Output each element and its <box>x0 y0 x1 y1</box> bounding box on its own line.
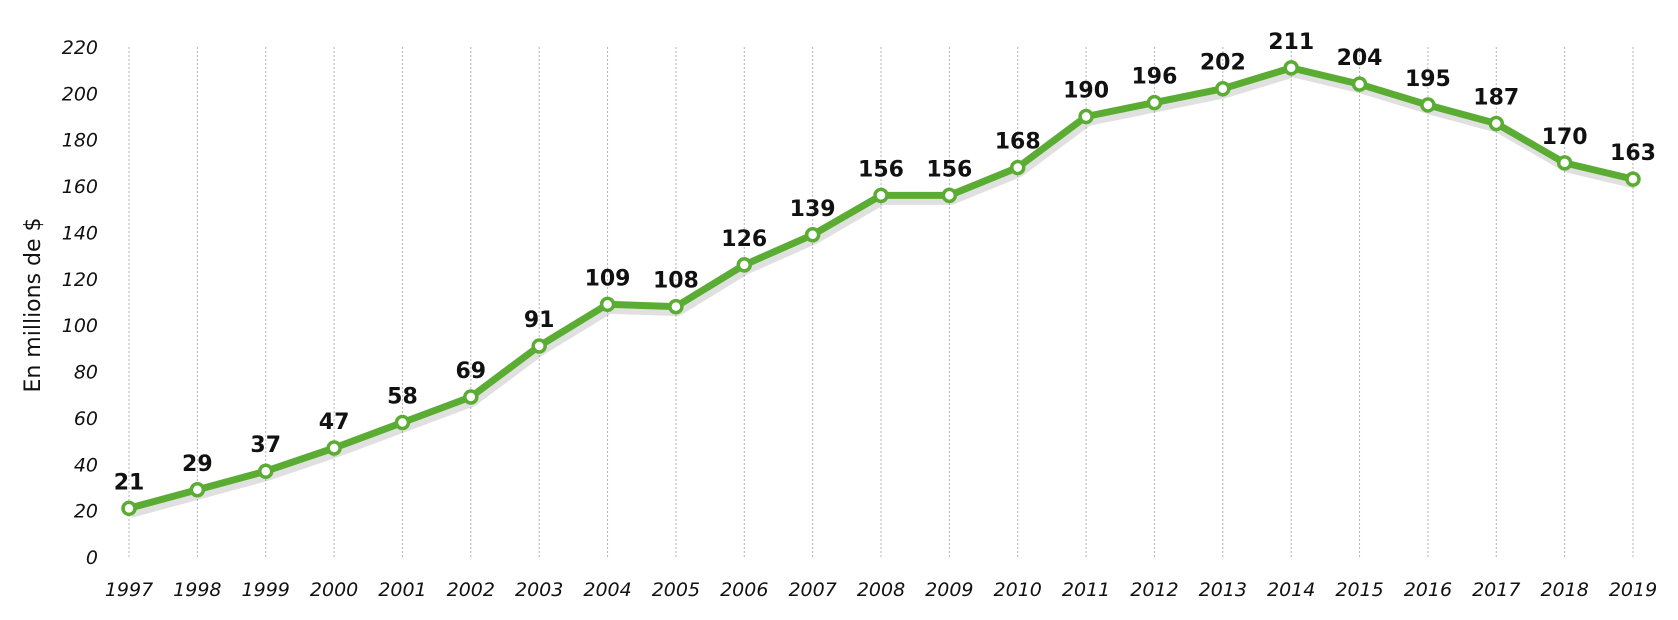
data-point <box>736 257 753 273</box>
data-label: 204 <box>1337 46 1383 71</box>
data-label: 29 <box>182 452 213 477</box>
x-tick-label: 2017 <box>1472 579 1520 601</box>
data-label: 156 <box>926 157 972 182</box>
series-line-group <box>125 64 1637 518</box>
data-point <box>463 389 479 405</box>
vertical-gridlines <box>128 47 1634 557</box>
data-label: 187 <box>1473 86 1519 111</box>
data-label: 156 <box>858 157 904 182</box>
data-point <box>531 338 547 354</box>
x-tick-label: 2016 <box>1404 579 1452 601</box>
data-point <box>1283 60 1299 76</box>
x-tick-label: 2008 <box>857 579 905 601</box>
data-point <box>1488 115 1505 132</box>
y-tick-label: 20 <box>74 501 98 523</box>
data-label: 139 <box>790 197 836 222</box>
data-label: 109 <box>585 266 631 291</box>
data-point <box>121 500 137 517</box>
data-point <box>1215 80 1231 97</box>
data-point <box>394 414 411 431</box>
data-label: 21 <box>114 470 145 495</box>
data-point <box>326 440 342 456</box>
data-label: 58 <box>387 385 418 410</box>
x-tick-label: 2006 <box>720 579 768 601</box>
y-tick-label: 160 <box>62 176 98 198</box>
y-tick-label: 60 <box>74 408 98 430</box>
data-point <box>941 187 958 204</box>
data-labels: 21 29 37 47 58 69 91 109 108 126 139 156 156 168 190 19… <box>114 30 1656 495</box>
y-axis-ticks: 0 20 40 60 80 100 120 140 160 180 200 220 <box>62 37 98 569</box>
x-tick-label: 2009 <box>925 579 973 601</box>
data-label: 211 <box>1268 30 1314 55</box>
y-tick-label: 0 <box>86 547 98 569</box>
x-tick-label: 2003 <box>515 579 563 601</box>
data-label: 196 <box>1131 65 1177 90</box>
data-label: 69 <box>456 359 487 384</box>
x-tick-label: 2019 <box>1609 579 1657 601</box>
data-point <box>1009 159 1026 176</box>
x-tick-label: 2002 <box>447 579 495 601</box>
series-line-shadow <box>129 68 1637 518</box>
data-points <box>121 60 1641 517</box>
data-point <box>599 296 616 313</box>
data-label: 108 <box>653 269 699 294</box>
data-point <box>1556 155 1573 171</box>
data-point <box>1625 171 1641 187</box>
x-tick-label: 1997 <box>105 579 153 601</box>
y-tick-label: 200 <box>62 83 98 105</box>
data-label: 163 <box>1610 141 1656 166</box>
data-point <box>1351 76 1368 92</box>
y-axis-label: En millions de $ <box>21 217 46 392</box>
x-tick-label: 2000 <box>310 579 358 601</box>
y-tick-label: 100 <box>62 315 98 337</box>
y-tick-label: 40 <box>74 454 98 476</box>
x-tick-label: 2004 <box>583 579 631 601</box>
y-tick-label: 220 <box>62 37 98 59</box>
y-tick-label: 180 <box>62 130 98 152</box>
data-label: 202 <box>1200 51 1246 76</box>
x-tick-label: 2007 <box>788 579 836 601</box>
data-label: 190 <box>1063 79 1109 104</box>
data-point <box>804 227 821 243</box>
data-label: 170 <box>1542 125 1588 150</box>
data-point <box>257 463 274 479</box>
y-tick-label: 80 <box>74 362 98 384</box>
x-tick-label: 2011 <box>1062 579 1110 601</box>
data-point <box>873 187 889 204</box>
data-label: 195 <box>1405 67 1451 92</box>
x-tick-label: 2015 <box>1335 579 1383 601</box>
x-tick-label: 2013 <box>1199 579 1247 601</box>
x-tick-label: 1998 <box>173 579 221 601</box>
data-label: 47 <box>319 410 350 435</box>
data-label: 91 <box>524 308 555 333</box>
data-point <box>1146 94 1163 111</box>
data-label: 37 <box>250 433 281 458</box>
x-tick-label: 2005 <box>652 579 700 601</box>
x-tick-label: 2018 <box>1540 579 1588 601</box>
x-axis-ticks: 1997 1998 1999 2000 2001 2002 2003 2004 2005 2006… <box>105 579 1657 601</box>
data-point <box>1420 97 1436 113</box>
x-tick-label: 2001 <box>378 579 426 601</box>
y-tick-label: 140 <box>62 222 98 244</box>
y-tick-label: 120 <box>62 269 98 291</box>
x-tick-label: 2012 <box>1130 579 1178 601</box>
x-tick-label: 2010 <box>994 579 1042 601</box>
data-point <box>668 298 684 315</box>
data-point <box>1078 108 1094 125</box>
data-label: 126 <box>721 227 767 252</box>
x-tick-label: 2014 <box>1267 579 1315 601</box>
data-label: 168 <box>995 130 1041 155</box>
data-point <box>189 482 206 498</box>
x-tick-label: 1999 <box>242 579 290 601</box>
